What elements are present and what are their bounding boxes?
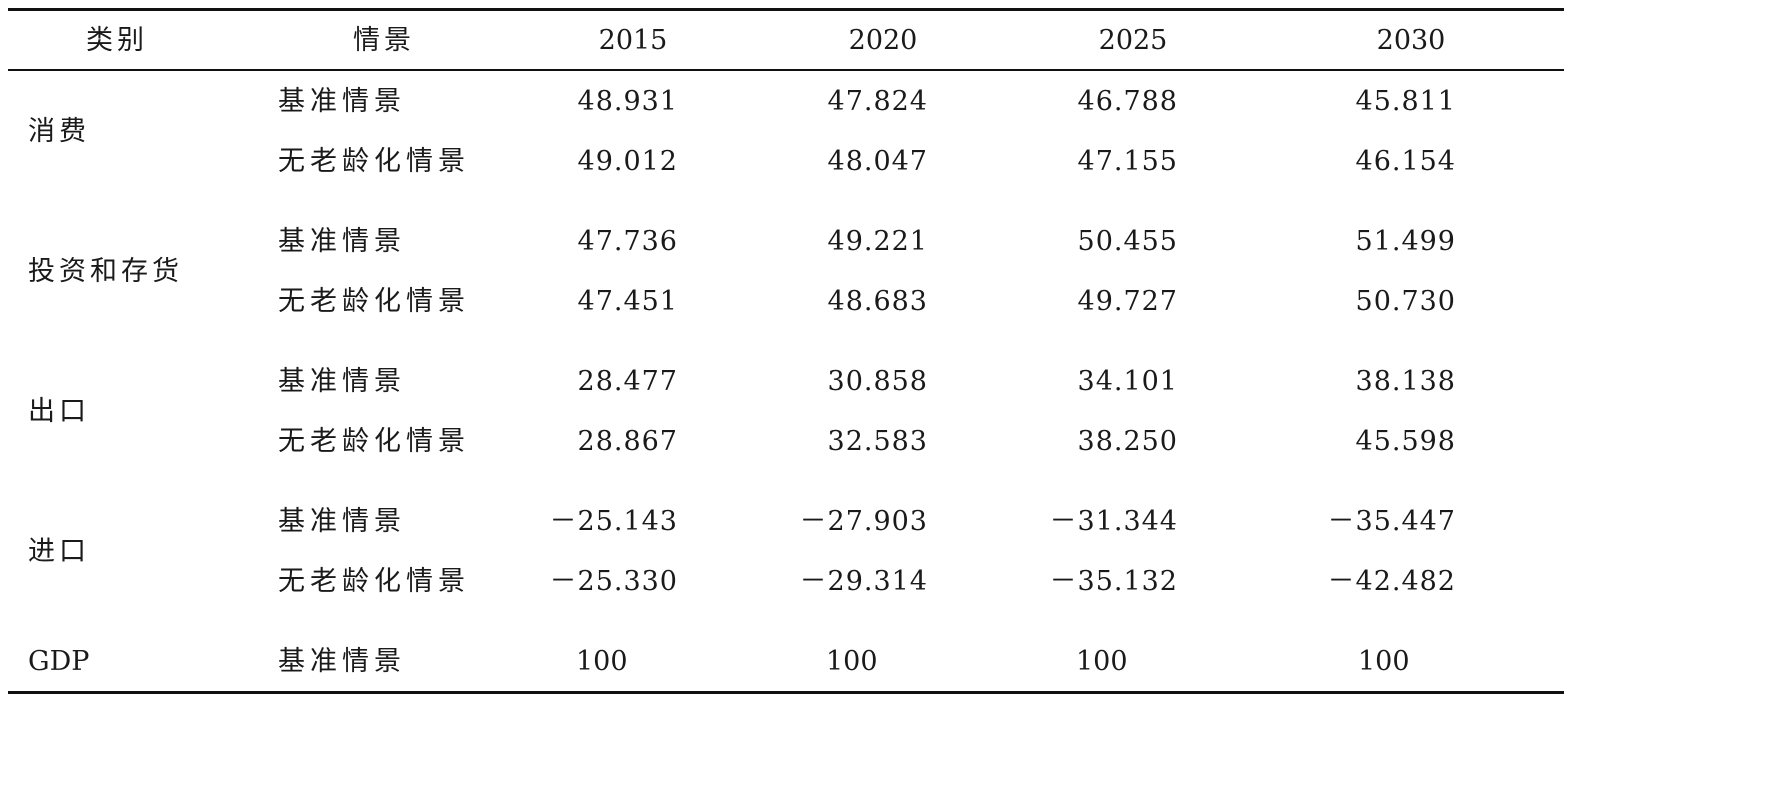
value-cell: 30.858 [827,366,928,397]
scenario-label: 基准情景 [278,86,406,117]
value-cell: 100 [826,646,878,677]
value-cell: 28.867 [577,426,678,457]
bottom-rule [8,691,1564,694]
value-cell: 45.598 [1355,426,1456,457]
value-cell: －29.314 [799,566,928,597]
value-cell: －35.447 [1327,506,1456,537]
value-cell: －25.143 [549,506,678,537]
category-label: GDP [28,646,90,677]
value-cell: 100 [1358,646,1410,677]
scenario-label: 基准情景 [278,646,406,677]
scenario-label: 无老龄化情景 [278,286,470,317]
value-cell: 49.221 [827,226,928,257]
value-cell: 47.451 [577,286,678,317]
header-scenario: 情景 [353,25,415,56]
value-cell: 50.455 [1077,226,1178,257]
value-cell: 47.824 [827,86,928,117]
scenario-label: 基准情景 [278,226,406,257]
header-year-2020: 2020 [848,25,918,56]
value-cell: －31.344 [1049,506,1178,537]
value-cell: 51.499 [1355,226,1456,257]
value-cell: 47.736 [577,226,678,257]
value-cell: 100 [1076,646,1128,677]
value-cell: －35.132 [1049,566,1178,597]
value-cell: 34.101 [1077,366,1178,397]
value-cell: 50.730 [1355,286,1456,317]
value-cell: 49.012 [577,146,678,177]
data-table: 类别 情景 2015 2020 2025 2030 消费 基准情景 48.931… [8,8,1564,698]
category-label: 进口 [28,536,90,567]
scenario-label: 基准情景 [278,506,406,537]
category-label: 出口 [28,396,90,427]
category-label: 消费 [28,116,90,147]
value-cell: 28.477 [577,366,678,397]
value-cell: 48.683 [827,286,928,317]
scenario-label: 无老龄化情景 [278,566,470,597]
value-cell: 48.931 [577,86,678,117]
value-cell: 38.250 [1077,426,1178,457]
value-cell: －42.482 [1327,566,1456,597]
header-year-2015: 2015 [598,25,668,56]
value-cell: 49.727 [1077,286,1178,317]
scenario-label: 无老龄化情景 [278,146,470,177]
value-cell: 32.583 [827,426,928,457]
header-rule [8,69,1564,71]
top-rule [8,8,1564,11]
value-cell: －25.330 [549,566,678,597]
value-cell: －27.903 [799,506,928,537]
scenario-label: 基准情景 [278,366,406,397]
header-year-2025: 2025 [1098,25,1168,56]
value-cell: 38.138 [1355,366,1456,397]
value-cell: 45.811 [1355,86,1456,117]
header-category: 类别 [86,25,148,56]
value-cell: 100 [576,646,628,677]
value-cell: 48.047 [827,146,928,177]
scenario-label: 无老龄化情景 [278,426,470,457]
category-label: 投资和存货 [28,256,183,287]
value-cell: 46.154 [1355,146,1456,177]
header-year-2030: 2030 [1376,25,1446,56]
value-cell: 47.155 [1077,146,1178,177]
value-cell: 46.788 [1077,86,1178,117]
